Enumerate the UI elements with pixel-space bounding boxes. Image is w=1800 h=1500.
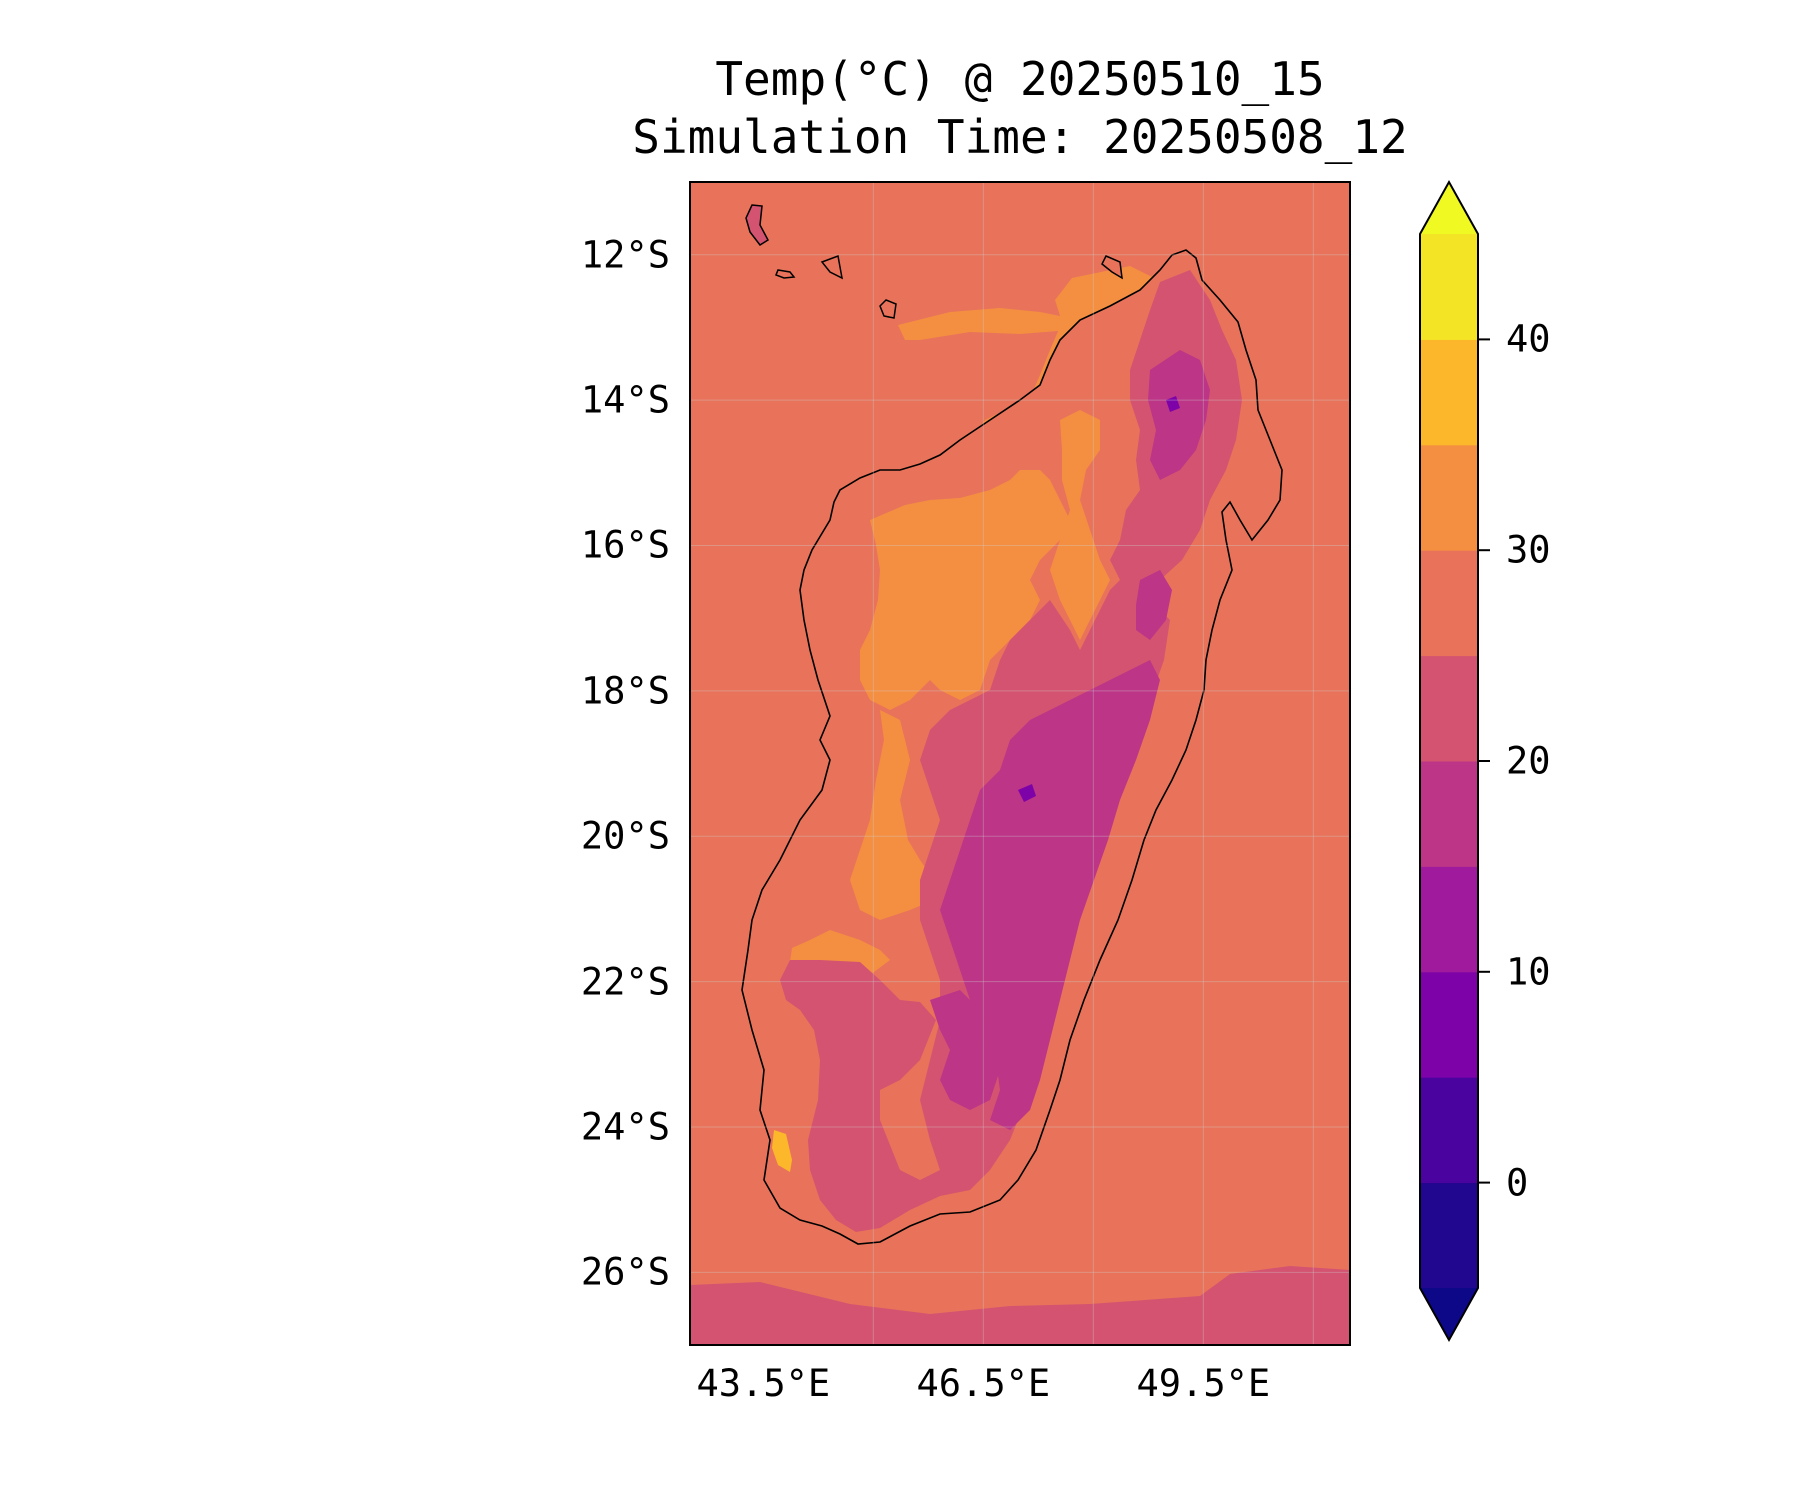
colorbar-segment [1420, 339, 1478, 446]
land-cold-central [940, 660, 1160, 1130]
land-cold-south [930, 990, 1000, 1110]
colorbar-segment [1420, 971, 1478, 1078]
colorbar-segment [1420, 761, 1478, 867]
colorbar-tick-label: 10 [1506, 950, 1551, 994]
land-cold-northeast [1148, 350, 1210, 480]
map-title: Temp(°C) @ 20250510_15 [715, 52, 1325, 106]
colorbar-tick-label: 20 [1506, 739, 1551, 783]
land-warm-sw-coast [772, 1130, 792, 1172]
comoros-anjouan [820, 254, 844, 280]
map-subtitle: Simulation Time: 20250508_12 [632, 110, 1408, 164]
comoros-moheli [775, 269, 796, 279]
land-warm-west-mid [850, 710, 934, 920]
lat-tick-label: 24°S [580, 1105, 670, 1149]
land-coldest-spot-2 [1166, 396, 1180, 412]
lat-tick-label: 14°S [580, 378, 670, 422]
mayotte-island [1101, 255, 1123, 280]
colorbar-under-triangle [1420, 1288, 1478, 1340]
lat-tick-label: 18°S [580, 669, 670, 713]
grid-lines [690, 182, 1350, 1345]
ocean-cool-band [690, 1266, 1350, 1345]
lon-tick-label: 46.5°E [916, 1362, 1051, 1405]
nosy-island [879, 299, 897, 319]
colorbar [1419, 179, 1490, 1343]
land-warm-west-north [860, 470, 1070, 710]
colorbar-outline [1419, 179, 1479, 1343]
plot-frame [689, 181, 1351, 1346]
lat-tick-label: 20°S [580, 814, 670, 858]
comoros-grande [745, 204, 769, 246]
land-warm-nw-east [1050, 410, 1110, 640]
colorbar-segment [1420, 655, 1478, 762]
lon-tick-label: 43.5°E [696, 1362, 831, 1405]
colorbar-over-triangle [1420, 182, 1478, 234]
land-cold-north-spot [1136, 570, 1172, 640]
colorbar-segment [1420, 1182, 1478, 1289]
ocean-warm-strip [898, 308, 1080, 340]
lat-tick-label: 12°S [580, 233, 670, 277]
colorbar-segment [1420, 444, 1478, 551]
colorbar-segment [1420, 550, 1478, 657]
lat-tick-label: 22°S [580, 960, 670, 1004]
colorbar-tick-label: 0 [1506, 1161, 1529, 1205]
colorbar-tick-label: 40 [1506, 317, 1551, 361]
madagascar-coastline [741, 249, 1283, 1245]
lat-tick-label: 16°S [580, 523, 670, 567]
lon-tick-label: 49.5°E [1136, 1362, 1271, 1405]
colorbar-segment [1420, 234, 1478, 340]
colorbar-segment [1420, 866, 1478, 973]
land-coldest-spot-1 [1018, 784, 1036, 802]
colorbar-tick-label: 30 [1506, 528, 1551, 572]
colorbar-segment [1420, 1077, 1478, 1184]
temperature-contours [690, 204, 1350, 1345]
lat-tick-label: 26°S [580, 1250, 670, 1294]
